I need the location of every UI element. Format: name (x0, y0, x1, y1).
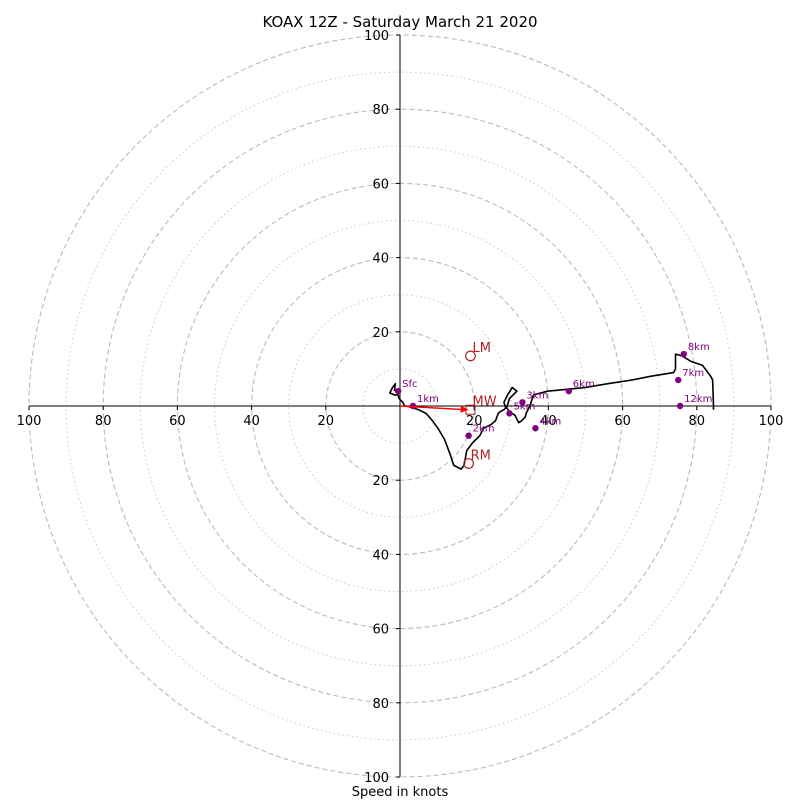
y-tick-label: 20 (372, 474, 389, 489)
y-tick-label: 100 (364, 771, 389, 786)
mean-wind-arrow-head (460, 405, 469, 413)
x-axis-label: Speed in knots (352, 785, 449, 800)
height-label-2km: 2km (473, 424, 495, 435)
height-point-1km (409, 402, 417, 410)
y-tick-label: 40 (372, 548, 389, 563)
height-label-Sfc: Sfc (402, 379, 417, 390)
storm-motion-markers: LM RM MW (399, 341, 497, 469)
height-point-7km (675, 376, 682, 384)
height-point-2km (465, 432, 472, 439)
height-point-Sfc (394, 387, 402, 395)
y-tick-label: 60 (372, 623, 389, 638)
hodograph-trace (389, 353, 715, 470)
y-tick-label: 40 (372, 252, 389, 267)
hodograph-line (389, 353, 715, 470)
x-tick-label: 100 (759, 414, 784, 429)
x-tick-label: 100 (17, 414, 42, 429)
height-label-12km: 12km (684, 394, 712, 405)
x-tick-label: 80 (95, 414, 112, 429)
axis-ticks: 100 80 60 40 20 20 40 60 80 100 100 80 60 40 20 20 40 60 8… (17, 29, 784, 786)
height-label-5km: 5km (513, 401, 535, 412)
height-point-12km (676, 402, 684, 410)
x-tick-label: 80 (689, 414, 706, 429)
y-tick-label: 60 (372, 177, 389, 192)
x-tick-label: 60 (169, 414, 186, 429)
y-tick-label: 20 (372, 326, 389, 341)
height-label-3km: 3km (526, 390, 548, 401)
x-tick-label: 40 (243, 414, 260, 429)
mw-label: MW (472, 395, 496, 410)
x-tick-label: 60 (614, 414, 631, 429)
x-tick-label: 20 (466, 414, 483, 429)
height-label-6km: 6km (573, 379, 595, 390)
rm-label: RM (471, 449, 491, 464)
height-point-4km (532, 425, 539, 432)
lm-marker (465, 350, 476, 362)
height-point-3km (519, 399, 526, 406)
height-label-4km: 4km (539, 416, 561, 427)
height-point-5km (506, 410, 513, 417)
chart-title: KOAX 12Z - Saturday March 21 2020 (262, 13, 537, 31)
x-tick-label: 40 (540, 414, 557, 429)
lm-label: LM (472, 341, 490, 356)
rm-marker (463, 458, 475, 469)
height-label-8km: 8km (688, 342, 710, 353)
height-label-1km: 1km (417, 394, 439, 405)
height-label-7km: 7km (682, 368, 704, 379)
x-tick-label: 20 (318, 414, 335, 429)
y-tick-label: 80 (372, 103, 389, 118)
y-tick-label: 100 (364, 29, 389, 44)
y-tick-label: 80 (372, 697, 389, 712)
mean-wind-arrow-shaft (399, 405, 466, 411)
height-point-6km (565, 387, 573, 395)
height-point-8km (680, 350, 688, 358)
